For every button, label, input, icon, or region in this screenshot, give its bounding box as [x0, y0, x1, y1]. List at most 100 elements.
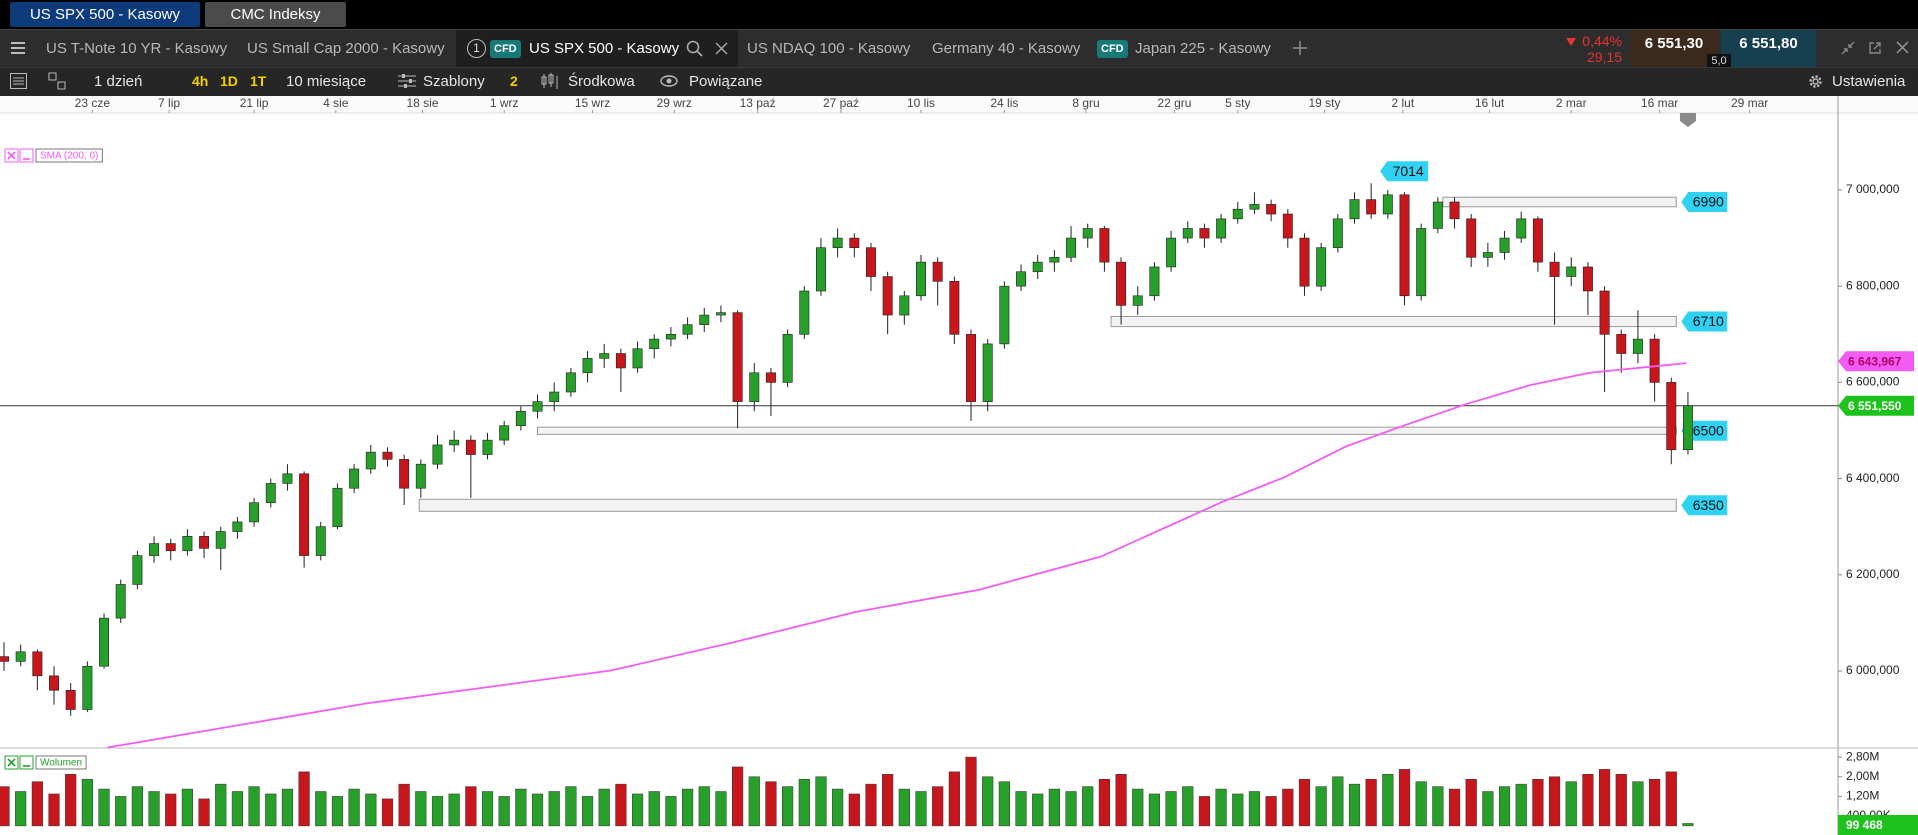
volume-bar [198, 798, 210, 827]
candle-body [399, 459, 410, 489]
volume-bar [982, 776, 994, 827]
add-tab-icon[interactable] [1293, 41, 1307, 55]
x-tick-label: 22 gru [1157, 96, 1191, 110]
candle-body [365, 451, 376, 470]
shrink-icon[interactable] [1840, 40, 1856, 56]
volume-bar [65, 774, 77, 827]
sma-line [107, 362, 1687, 749]
candle-body [765, 372, 776, 383]
templates-button[interactable]: Szablony [423, 73, 485, 90]
volume-bar [832, 788, 844, 827]
volume-bar [1532, 778, 1544, 827]
candle-body [615, 353, 626, 369]
search-icon[interactable] [686, 40, 704, 58]
quick-period[interactable]: 1T [250, 73, 267, 89]
candle-body [1616, 333, 1627, 354]
instrument-tab[interactable]: US NDAQ 100 - Kasowy [747, 40, 911, 57]
sell-price[interactable]: 6 551,30 [1630, 30, 1718, 67]
volume-bar [181, 788, 193, 827]
templates-icon[interactable] [398, 73, 416, 89]
volume-bar [331, 796, 344, 827]
period-selector[interactable]: 1 dzień [94, 73, 143, 90]
volume-bar [1465, 778, 1477, 827]
instrument-tab[interactable]: US Small Cap 2000 - Kasowy [247, 40, 445, 57]
quick-period[interactable]: 4h [192, 73, 209, 89]
active-tab-title[interactable]: US SPX 500 - Kasowy [529, 40, 680, 57]
main-tab[interactable]: CMC Indeksy [205, 2, 346, 27]
price-mode[interactable]: Środkowa [568, 73, 635, 90]
volume-bar [115, 796, 127, 827]
eye-icon[interactable] [660, 75, 678, 87]
volume-bar [1315, 786, 1327, 827]
volume-bar [1215, 788, 1227, 827]
volume-bar [1448, 788, 1461, 827]
down-arrow [1566, 38, 1576, 46]
candle-body [1166, 237, 1177, 268]
volume-bar [1382, 774, 1394, 827]
quick-period[interactable]: 1D [220, 73, 238, 89]
linked-button[interactable]: Powiązane [689, 73, 763, 90]
volume-bar [148, 791, 160, 827]
x-tick-label: 15 wrz [575, 96, 610, 110]
volume-bar [515, 788, 527, 827]
y-tick-label: 7 000,000 [1846, 182, 1900, 196]
instrument-tab[interactable]: Japan 225 - Kasowy [1135, 40, 1271, 57]
volume-bar [481, 791, 494, 827]
candle-body [249, 502, 260, 523]
volume-bar [1482, 791, 1494, 827]
volume-bar [448, 793, 460, 827]
main-tab[interactable]: US SPX 500 - Kasowy [10, 2, 200, 27]
legend-label: Wolumen [40, 758, 82, 769]
candle-body [582, 358, 593, 374]
indicator-count[interactable]: 2 [510, 73, 518, 89]
volume-bar [98, 788, 110, 827]
legend-minimize [19, 755, 34, 770]
volume-bar [398, 783, 410, 827]
candle-body [1249, 204, 1260, 210]
volume-bar [665, 796, 677, 827]
panel-icon[interactable] [10, 73, 27, 89]
volume-bar [815, 776, 827, 827]
volume-bar [315, 791, 327, 827]
candle-body [482, 439, 493, 455]
x-tick-label: 29 wrz [657, 96, 692, 110]
volume-bar [798, 778, 810, 827]
gear-icon[interactable] [1807, 73, 1824, 90]
chart-type-icon[interactable] [540, 72, 560, 90]
settings-button[interactable]: Ustawienia [1832, 73, 1906, 90]
x-tick-label: 13 paź [740, 96, 776, 110]
candle-body [499, 425, 510, 441]
close-icon[interactable] [715, 42, 728, 55]
buy-price[interactable]: 6 551,80 [1721, 30, 1816, 67]
date-axis-bg [0, 95, 1918, 113]
volume-bar [1015, 791, 1027, 827]
legend-close-x [7, 758, 16, 767]
candle-body [265, 483, 276, 503]
range-selector[interactable]: 10 miesiące [286, 73, 367, 90]
instrument-tab[interactable]: US T-Note 10 YR - Kasowy [46, 40, 228, 57]
toolbar [0, 67, 1918, 96]
close-window-icon[interactable] [1896, 41, 1909, 54]
volume-bar [898, 788, 910, 827]
volume-bar [1498, 786, 1511, 827]
candle-body [1582, 266, 1593, 292]
popout-icon[interactable] [1867, 40, 1883, 56]
volume-bar [165, 793, 177, 827]
candle-body [1382, 194, 1393, 215]
layout-icon[interactable] [48, 72, 66, 90]
instrument-tab[interactable]: Germany 40 - Kasowy [932, 40, 1081, 57]
volume-bar [1682, 823, 1694, 827]
candle-body [332, 487, 343, 528]
volume-bar [915, 791, 927, 827]
candle-body [1532, 218, 1543, 263]
x-tick-label: 2 lut [1391, 96, 1414, 110]
candle-body [1232, 208, 1243, 220]
x-tick-label: 4 sie [323, 96, 349, 110]
candle-body [449, 439, 460, 446]
menu-icon[interactable] [11, 41, 25, 55]
candle-body [15, 651, 26, 662]
candle-body [1049, 257, 1060, 263]
volume-bar [765, 781, 777, 827]
candle-body [1116, 261, 1127, 306]
candle-body [182, 536, 193, 552]
